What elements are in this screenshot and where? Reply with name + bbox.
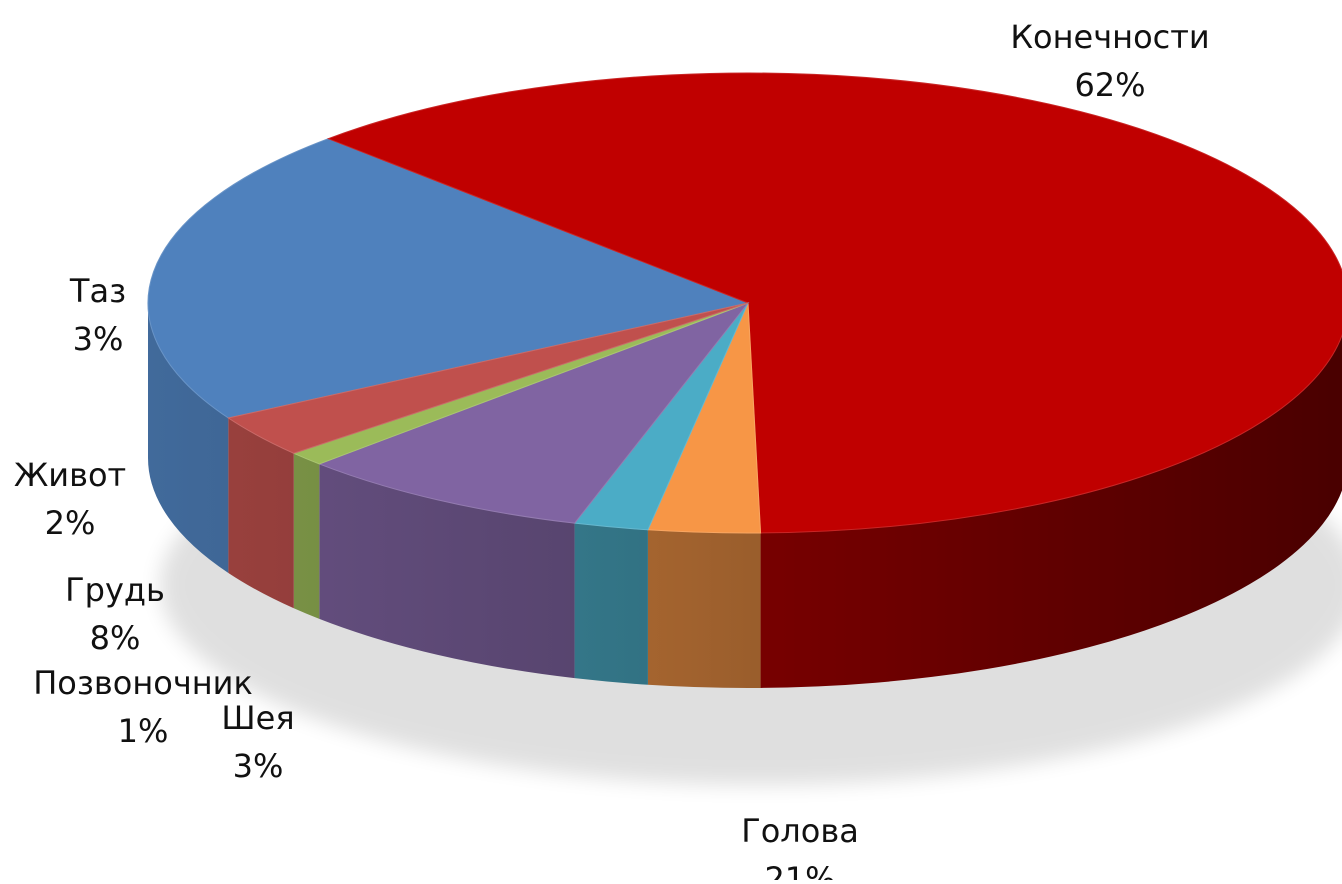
pie-slice-4 [317,301,750,524]
slice-label-4: Грудь [65,571,165,609]
pie-slice-side-1 [760,335,1342,688]
pie-slice-side-0 [148,303,229,573]
slice-value-label-5: 1% [118,712,169,750]
slice-value-label-4: 8% [90,619,141,657]
pie-labels: Голова 21% Конечности 62% Таз 3% Живот 2% Грудь 8… [14,18,1210,884]
pie-sides [148,303,1342,688]
slice-value-label-0: 21% [764,860,835,880]
pie-slice-0 [147,138,750,419]
slice-value-label-2: 3% [73,320,124,358]
pie-slice-side-2 [647,529,761,688]
pie-slice-6 [227,302,749,454]
pie-slice-1 [326,72,1342,534]
slice-value-label-1: 62% [1074,66,1145,104]
slice-value-label-3: 2% [45,504,96,542]
pie-slice-side-4 [319,463,575,679]
pie-top [147,72,1342,534]
slice-value-label-6: 3% [233,747,284,785]
slice-label-1: Конечности [1010,18,1209,56]
pie-slice-side-6 [228,418,294,609]
slice-label-5: Позвоночник [33,664,253,702]
pie-slice-side-3 [574,523,648,685]
pie-slice-side-5 [293,453,320,619]
slice-label-3: Живот [14,456,126,494]
slice-label-2: Таз [69,272,126,310]
slice-label-6: Шея [221,699,294,737]
slice-label-0: Голова [741,812,859,850]
